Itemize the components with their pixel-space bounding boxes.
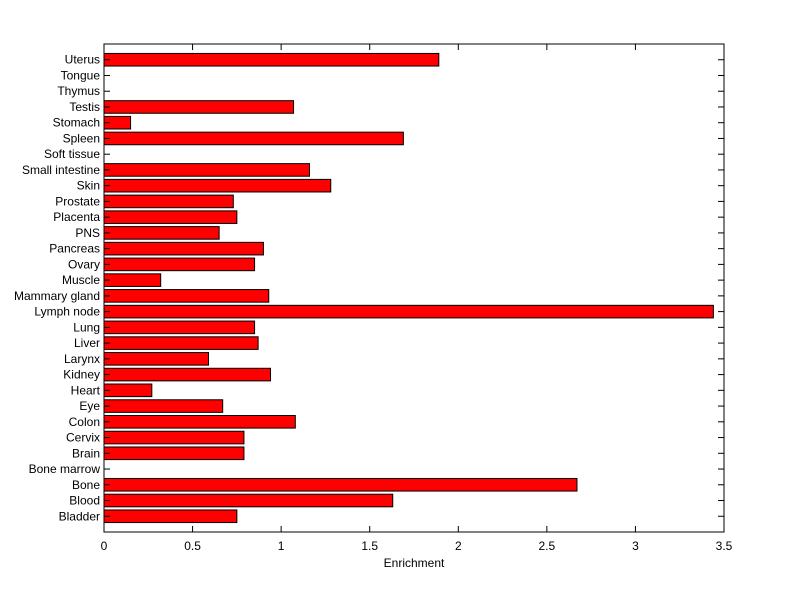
y-tick-label: Kidney bbox=[63, 368, 100, 382]
x-tick-label: 3.5 bbox=[716, 539, 733, 553]
y-tick-label: Mammary gland bbox=[14, 289, 100, 303]
bar-bladder bbox=[103, 509, 238, 524]
bar-placenta bbox=[103, 210, 238, 224]
bar-larynx bbox=[103, 352, 210, 366]
y-tick-label: Tongue bbox=[61, 68, 101, 82]
y-tick-label: Skin bbox=[77, 179, 100, 193]
y-tick-label: Lymph node bbox=[34, 305, 100, 319]
y-tick-label: PNS bbox=[75, 226, 100, 240]
bar-colon bbox=[103, 415, 296, 429]
x-axis-label: Enrichment bbox=[384, 556, 445, 570]
plot-frame bbox=[103, 43, 725, 533]
y-tick-label: Muscle bbox=[62, 273, 100, 287]
y-tick-label: Ovary bbox=[68, 257, 100, 271]
bar-muscle bbox=[103, 273, 162, 287]
y-tick-label: Soft tissue bbox=[44, 147, 100, 161]
y-tick-label: Blood bbox=[69, 494, 100, 508]
x-tick-label: 2 bbox=[455, 539, 462, 553]
bar-cervix bbox=[103, 430, 245, 445]
y-tick-label: Bladder bbox=[59, 509, 100, 523]
y-tick-label: Bone bbox=[72, 478, 100, 492]
bar-pns bbox=[103, 226, 220, 240]
y-tick-label: Colon bbox=[69, 415, 100, 429]
y-tick-label: Heart bbox=[71, 383, 101, 397]
x-tick-label: 1 bbox=[278, 539, 285, 553]
x-tick-label: 2.5 bbox=[539, 539, 556, 553]
bar-brain bbox=[103, 446, 245, 461]
bar-bone bbox=[103, 477, 578, 492]
bar-eye bbox=[103, 399, 224, 413]
y-tick-label: Bone marrow bbox=[29, 462, 101, 476]
y-tick-label: Testis bbox=[69, 100, 100, 114]
bar-small-intestine bbox=[103, 163, 310, 177]
y-tick-label: Liver bbox=[74, 336, 100, 350]
bar-kidney bbox=[103, 367, 272, 382]
y-tick-label: Small intestine bbox=[22, 163, 100, 177]
bar-uterus bbox=[103, 52, 440, 67]
y-tick-label: Placenta bbox=[53, 210, 100, 224]
bar-spleen bbox=[103, 131, 404, 146]
bar-pancreas bbox=[103, 241, 264, 256]
bar-mammary-gland bbox=[103, 289, 270, 303]
y-tick-label: Prostate bbox=[55, 194, 100, 208]
bar-prostate bbox=[103, 194, 234, 209]
bar-liver bbox=[103, 336, 259, 350]
y-tick-label: Thymus bbox=[57, 84, 100, 98]
y-tick-label: Lung bbox=[73, 320, 100, 334]
bar-lymph-node bbox=[103, 304, 714, 319]
bar-heart bbox=[103, 383, 153, 398]
y-tick-label: Brain bbox=[72, 446, 100, 460]
bar-blood bbox=[103, 493, 394, 508]
bar-lung bbox=[103, 320, 256, 335]
x-tick-label: 0.5 bbox=[184, 539, 201, 553]
y-tick-label: Stomach bbox=[53, 116, 100, 130]
bar-testis bbox=[103, 100, 295, 114]
y-tick-label: Larynx bbox=[64, 352, 100, 366]
bar-skin bbox=[103, 178, 332, 193]
y-tick-label: Spleen bbox=[63, 131, 100, 145]
y-tick-label: Uterus bbox=[65, 53, 100, 67]
y-tick-label: Cervix bbox=[66, 431, 100, 445]
y-tick-label: Pancreas bbox=[49, 242, 100, 256]
bar-ovary bbox=[103, 257, 256, 272]
x-tick-label: 0 bbox=[101, 539, 108, 553]
x-tick-label: 1.5 bbox=[361, 539, 378, 553]
y-tick-label: Eye bbox=[79, 399, 100, 413]
x-tick-label: 3 bbox=[632, 539, 639, 553]
